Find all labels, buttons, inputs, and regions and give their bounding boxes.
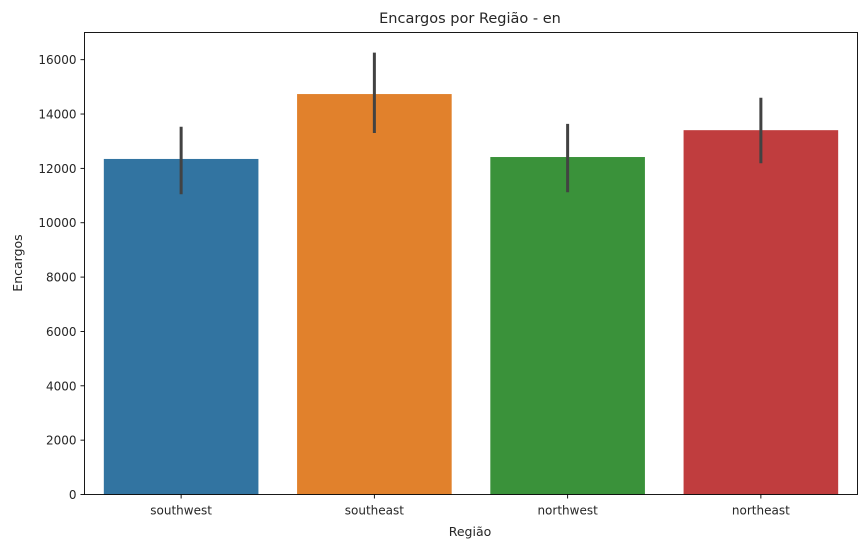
y-tick-label: 16000 [38, 53, 76, 67]
y-tick-label: 6000 [46, 325, 77, 339]
chart-title: Encargos por Região - en [379, 11, 561, 27]
x-axis-label: Região [449, 524, 492, 539]
plot-frame [84, 32, 858, 495]
error-bars-group [179, 52, 763, 195]
x-tick-label: southwest [150, 504, 212, 518]
bar-northwest [490, 157, 645, 495]
bar-southeast [297, 94, 452, 495]
x-tick-label: southeast [345, 504, 404, 518]
y-tick-label: 8000 [46, 271, 77, 285]
y-tick-label: 12000 [38, 162, 76, 176]
y-tick-label: 0 [69, 488, 77, 502]
y-tick-label: 10000 [38, 216, 76, 230]
y-axis: 0 2000 4000 6000 8000 10000 12000 14000 16000 [38, 53, 85, 502]
bars-group [103, 94, 839, 495]
bar-southwest [103, 158, 259, 495]
x-axis: southwest southeast northwest northeast [150, 494, 790, 518]
bar-northeast [683, 130, 839, 495]
x-tick-label: northeast [732, 504, 790, 518]
y-tick-label: 14000 [38, 108, 76, 122]
y-tick-label: 4000 [46, 379, 77, 393]
y-tick-label: 2000 [46, 434, 77, 448]
y-axis-label: Encargos [10, 234, 25, 291]
x-tick-label: northwest [537, 504, 598, 518]
